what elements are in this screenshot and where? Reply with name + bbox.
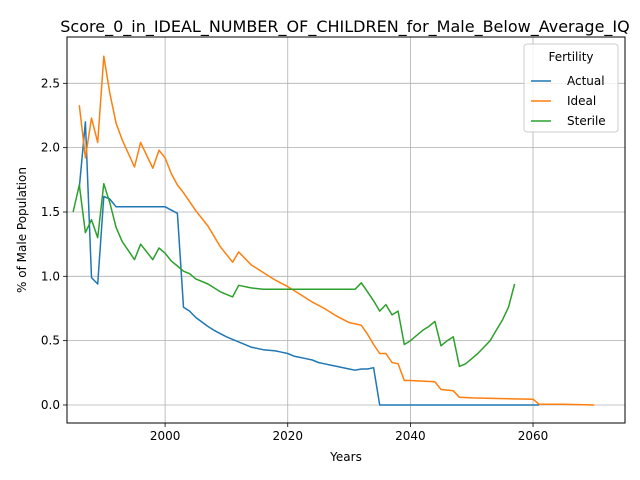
y-tick-label: 2.5 — [41, 76, 60, 90]
x-axis-label: Years — [329, 450, 362, 464]
y-axis-label: % of Male Population — [15, 167, 29, 293]
legend-label-ideal: Ideal — [567, 94, 596, 108]
y-tick-label: 1.5 — [41, 205, 60, 219]
x-tick-label: 2020 — [272, 429, 303, 443]
x-tick-label: 2000 — [150, 429, 181, 443]
y-tick-label: 0.0 — [41, 398, 60, 412]
legend-title: Fertility — [548, 50, 593, 64]
legend-label-actual: Actual — [567, 74, 605, 88]
legend-label-sterile: Sterile — [567, 114, 606, 128]
y-tick-label: 1.0 — [41, 269, 60, 283]
y-tick-label: 0.5 — [41, 334, 60, 348]
x-tick-label: 2060 — [518, 429, 549, 443]
legend: Fertility Actual Ideal Sterile — [524, 44, 618, 132]
x-tick-label: 2040 — [395, 429, 426, 443]
chart-title: Score_0_in_IDEAL_NUMBER_OF_CHILDREN_for_… — [60, 17, 629, 37]
y-tick-label: 2.0 — [41, 141, 60, 155]
